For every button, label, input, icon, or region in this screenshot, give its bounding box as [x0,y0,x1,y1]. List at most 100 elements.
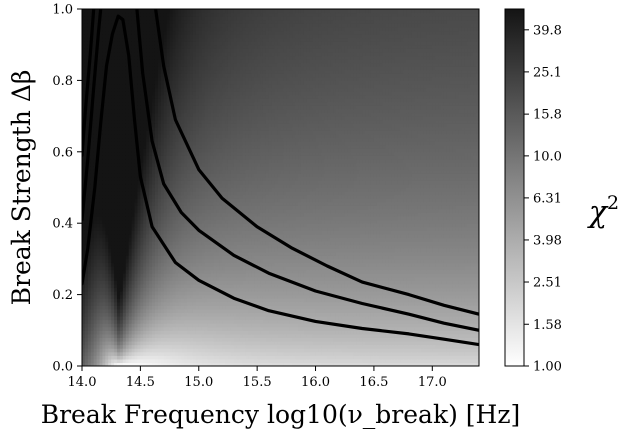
heatmap-cell [87,101,92,106]
heatmap-cell [96,283,101,289]
heatmap-cell [134,83,139,89]
heatmap-cell [90,348,95,353]
heatmap-cell [125,187,130,192]
heatmap-cell [125,323,130,328]
heatmap-cell [105,269,109,274]
heatmap-cell [99,230,104,235]
heatmap-cell [99,169,104,174]
heatmap-cell [105,173,109,178]
heatmap-cell [96,355,101,360]
heatmap-cell [140,19,144,24]
heatmap-cell [128,19,133,24]
heatmap-cell [114,208,118,214]
heatmap-cell [117,137,121,142]
heatmap-cell [105,105,109,110]
heatmap-cell [131,80,136,85]
heatmap-cell [108,287,112,292]
heatmap-cell [117,244,121,249]
heatmap-cell [140,348,144,353]
heatmap-cell [111,23,115,28]
heatmap-cell [134,362,139,366]
heatmap-cell [143,362,147,366]
heatmap-cell [134,105,139,110]
heatmap-cell [134,91,139,96]
heatmap-cell [137,316,141,321]
heatmap-cell [134,226,139,231]
heatmap-cell [108,326,112,331]
heatmap-cell [90,248,95,253]
heatmap-cell [122,244,127,249]
heatmap-cell [114,194,118,199]
heatmap-cell [111,66,115,71]
heatmap-cell [119,137,124,142]
heatmap-cell [114,151,118,156]
heatmap-cell [119,241,124,246]
heatmap-cell [128,294,133,299]
heatmap-cell [96,208,101,214]
heatmap-cell [99,273,104,278]
heatmap-cell [90,176,95,181]
heatmap-cell [96,312,101,317]
heatmap-cell [90,298,95,303]
heatmap-cell [102,326,106,331]
heatmap-cell [131,126,136,131]
heatmap-cell [137,248,141,253]
heatmap-cell [96,326,101,331]
heatmap-cell [105,76,109,81]
heatmap-cell [114,337,118,342]
heatmap-cell [134,205,139,210]
heatmap-cell [137,66,141,71]
heatmap-cell [114,341,118,346]
heatmap-cell [131,216,136,221]
heatmap-cell [102,16,106,21]
heatmap-cell [114,166,118,171]
heatmap-cell [125,166,130,171]
heatmap-cell [122,341,127,346]
heatmap-cell [125,73,130,78]
heatmap-cell [119,105,124,110]
heatmap-cell [111,41,115,46]
heatmap-cell [84,51,89,57]
heatmap-cell [128,251,133,256]
heatmap-cell [143,183,147,189]
heatmap-cell [82,226,86,231]
heatmap-cell [99,262,104,267]
heatmap-cell [105,258,109,264]
heatmap-cell [140,255,144,260]
heatmap-cell [99,255,104,260]
heatmap-cell [143,201,147,206]
heatmap-cell [114,9,118,14]
heatmap-cell [108,116,112,121]
heatmap-cell [96,98,101,103]
heatmap-cell [108,233,112,239]
heatmap-cell [137,137,141,142]
heatmap-cell [131,266,136,271]
heatmap-cell [93,126,98,131]
heatmap-cell [128,330,133,335]
heatmap-cell [134,298,139,303]
heatmap-cell [84,341,89,346]
heatmap-cell [93,294,98,299]
heatmap-cell [122,62,127,67]
heatmap-cell [128,191,133,196]
heatmap-cell [105,255,109,260]
heatmap-cell [102,266,106,271]
heatmap-cell [108,280,112,285]
heatmap-cell [119,51,124,57]
heatmap-cell [117,337,121,342]
heatmap-cell [114,298,118,303]
heatmap-cell [125,355,130,360]
heatmap-cell [119,169,124,174]
heatmap-cell [134,348,139,353]
heatmap-cell [131,133,136,139]
heatmap-cell [90,180,95,185]
heatmap-cell [93,12,98,17]
heatmap-cell [96,319,101,324]
heatmap-cell [102,105,106,110]
heatmap-cell [122,223,127,228]
heatmap-cell [99,358,104,364]
heatmap-cell [128,30,133,35]
heatmap-cell [111,55,115,60]
heatmap-cell [111,108,115,114]
heatmap-cell [128,208,133,214]
